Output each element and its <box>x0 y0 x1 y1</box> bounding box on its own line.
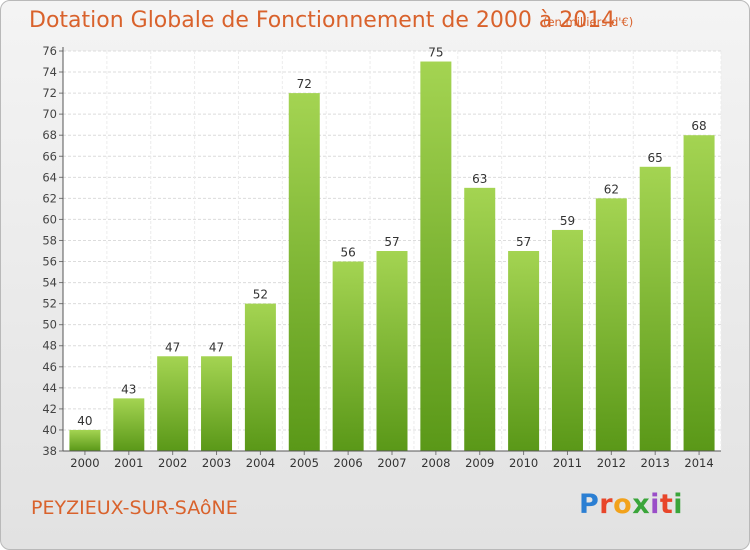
bar <box>595 198 627 451</box>
logo-letter: o <box>613 489 633 520</box>
bar <box>69 429 101 451</box>
y-tick-label: 70 <box>42 107 57 121</box>
y-tick-label: 60 <box>42 212 57 226</box>
bar <box>639 166 671 451</box>
x-tick-label: 2000 <box>70 456 99 470</box>
y-tick-label: 48 <box>42 339 57 353</box>
labels: 40 43 47 47 52 72 56 57 75 63 57 59 62 65 68 <box>77 46 706 428</box>
data-label: 56 <box>340 246 355 260</box>
y-tick-label: 64 <box>42 170 57 184</box>
logo-letter: i <box>673 489 684 520</box>
bar <box>683 135 715 452</box>
x-tick-label: 2012 <box>597 456 626 470</box>
x-tick-label: 2004 <box>246 456 275 470</box>
data-label: 47 <box>165 340 180 354</box>
x-tick-label: 2003 <box>202 456 231 470</box>
data-label: 59 <box>560 214 575 228</box>
bars <box>69 61 715 452</box>
x-tick-label: 2013 <box>641 456 670 470</box>
logo-letter: P <box>579 489 600 520</box>
x-tick-label: 2002 <box>158 456 187 470</box>
bar <box>376 251 408 451</box>
axes: 38 40 42 44 46 48 50 52 54 56 58 60 62 64 66 68 70 72 74 76… <box>42 44 721 470</box>
chart-subtitle: (en milliers d'€) <box>543 15 634 29</box>
logo-letter: x <box>632 489 651 520</box>
y-tick-label: 72 <box>42 86 57 100</box>
x-tick-label: 2007 <box>377 456 406 470</box>
data-label: 43 <box>121 382 136 396</box>
logo-letter: r <box>599 489 614 520</box>
y-tick-label: 38 <box>42 444 57 458</box>
data-label: 63 <box>472 172 487 186</box>
chart-title: Dotation Globale de Fonctionnement de 20… <box>29 8 616 33</box>
data-label: 62 <box>604 182 619 196</box>
x-tick-label: 2011 <box>553 456 582 470</box>
bar <box>332 261 364 451</box>
bar <box>508 251 540 451</box>
x-tick-label: 2008 <box>421 456 450 470</box>
x-tick-label: 2005 <box>290 456 319 470</box>
data-label: 72 <box>297 77 312 91</box>
y-tick-label: 50 <box>42 318 57 332</box>
bar <box>113 398 145 451</box>
data-label: 40 <box>77 414 92 428</box>
y-tick-label: 54 <box>42 276 57 290</box>
x-tick-label: 2006 <box>333 456 362 470</box>
logo-letter: i <box>650 489 660 520</box>
bar <box>288 93 320 452</box>
y-tick-label: 74 <box>42 65 57 79</box>
y-tick-label: 40 <box>42 423 57 437</box>
bar <box>201 356 233 451</box>
y-tick-label: 62 <box>42 191 57 205</box>
data-label: 68 <box>691 119 706 133</box>
bar <box>464 187 496 451</box>
x-tick-label: 2014 <box>684 456 713 470</box>
bar <box>420 61 452 452</box>
data-label: 75 <box>428 46 443 60</box>
proxiti-logo: Proxiti <box>579 489 683 520</box>
y-tick-label: 68 <box>42 128 57 142</box>
x-tick-label: 2010 <box>509 456 538 470</box>
x-tick-label: 2001 <box>114 456 143 470</box>
y-tick-label: 52 <box>42 297 57 311</box>
bar <box>551 229 583 451</box>
data-label: 52 <box>253 288 268 302</box>
x-tick-label: 2009 <box>465 456 494 470</box>
y-tick-label: 58 <box>42 233 57 247</box>
bar <box>244 303 276 451</box>
logo-letter: t <box>659 489 674 520</box>
data-label: 57 <box>384 235 399 249</box>
data-label: 57 <box>516 235 531 249</box>
y-tick-label: 44 <box>42 381 57 395</box>
commune-name: PEYZIEUX-SUR-SAôNE <box>31 497 238 519</box>
y-tick-label: 76 <box>42 44 57 58</box>
y-tick-label: 66 <box>42 149 57 163</box>
data-label: 47 <box>209 340 224 354</box>
y-tick-label: 46 <box>42 360 57 374</box>
bar <box>157 356 189 451</box>
y-tick-label: 42 <box>42 402 57 416</box>
data-label: 65 <box>648 151 663 165</box>
y-tick-label: 56 <box>42 255 57 269</box>
